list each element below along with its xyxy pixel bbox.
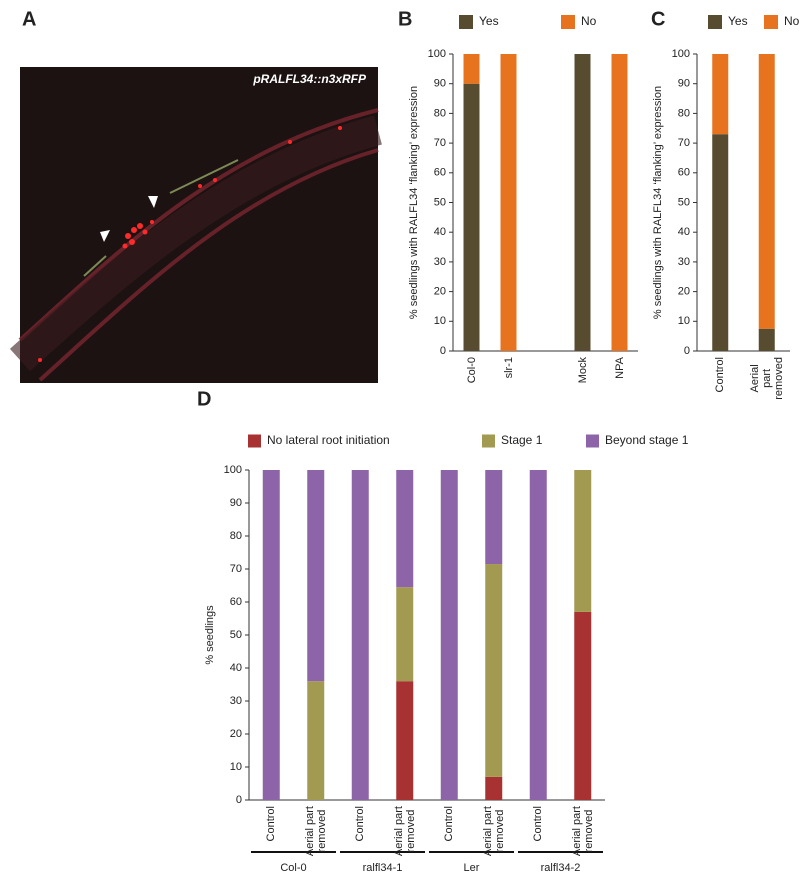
x-tick-label: Mock [576, 357, 589, 384]
y-tick-label: 60 [434, 167, 446, 179]
y-tick-label: 60 [230, 596, 242, 608]
y-tick-label: 20 [230, 728, 242, 740]
panel-letter: B [398, 8, 412, 30]
y-tick-label: 50 [434, 196, 446, 208]
x-tick-label: Aerial part removed [748, 357, 785, 400]
bar-segment [712, 134, 729, 351]
bar-segment [574, 611, 592, 800]
y-axis-title: % seedlings with RALFL34 ‘flanking’ expr… [652, 86, 664, 319]
y-tick-label: 40 [230, 662, 242, 674]
y-tick-label: 30 [230, 695, 242, 707]
group-label: ralfl34-2 [541, 862, 581, 874]
y-tick-label: 70 [434, 137, 446, 149]
y-tick-label: 0 [440, 345, 446, 357]
x-tick-label: NPA [613, 357, 626, 379]
panel-letter: C [651, 8, 665, 30]
bar-segment [485, 776, 503, 800]
y-tick-label: 60 [678, 167, 690, 179]
bar-segment [396, 681, 414, 800]
y-tick-label: 100 [428, 48, 446, 60]
legend-label: No lateral root initiation [267, 433, 390, 447]
group-label: Ler [464, 862, 480, 874]
y-tick-label: 10 [230, 761, 242, 773]
y-tick-label: 10 [678, 315, 690, 327]
y-tick-label: 80 [434, 107, 446, 119]
y-tick-label: 40 [678, 226, 690, 238]
group-label: ralfl34-1 [363, 862, 403, 874]
y-tick-label: 70 [230, 563, 242, 575]
x-tick-label: Aerial part removed [481, 806, 506, 857]
y-tick-label: 20 [678, 286, 690, 298]
legend-swatch [586, 434, 599, 448]
bar-segment [463, 83, 480, 351]
y-tick-label: 10 [434, 315, 446, 327]
y-tick-label: 30 [434, 256, 446, 268]
x-tick-label: Aerial part removed [570, 806, 595, 857]
group-label: Col-0 [280, 862, 306, 874]
y-axis-title: % seedlings with RALFL34 ‘flanking’ expr… [408, 86, 420, 319]
y-tick-label: 80 [678, 107, 690, 119]
bar-segment [529, 470, 547, 800]
y-tick-label: 80 [230, 530, 242, 542]
y-tick-label: 90 [230, 497, 242, 509]
bar-segment [485, 564, 503, 777]
bar-segment [611, 54, 628, 351]
x-tick-label: slr-1 [502, 357, 515, 379]
bar-segment [396, 587, 414, 682]
micrograph [9, 67, 382, 383]
legend-label: Beyond stage 1 [605, 433, 689, 447]
bar-segment [262, 470, 280, 800]
legend-label: Yes [479, 14, 499, 28]
x-tick-label: Control [265, 806, 278, 842]
y-tick-label: 70 [678, 137, 690, 149]
y-tick-label: 100 [672, 48, 690, 60]
legend-swatch [459, 15, 473, 29]
x-tick-label: Control [443, 806, 456, 842]
y-tick-label: 30 [678, 256, 690, 268]
x-tick-label: Aerial part removed [303, 806, 328, 857]
y-tick-label: 90 [434, 78, 446, 90]
bar-segment [574, 470, 592, 612]
bar-segment [485, 470, 503, 565]
legend-label: No [784, 14, 800, 28]
y-tick-label: 0 [236, 794, 242, 806]
x-tick-label: Col-0 [465, 357, 478, 384]
x-tick-label: Control [354, 806, 367, 842]
bar-segment [440, 470, 458, 800]
legend-label: No [581, 14, 597, 28]
x-tick-label: Control [532, 806, 545, 842]
bar-segment [307, 470, 325, 682]
bar-segment [758, 328, 775, 351]
legend-swatch [248, 434, 261, 448]
y-tick-label: 50 [230, 629, 242, 641]
y-tick-label: 0 [684, 345, 690, 357]
legend-label: Stage 1 [501, 433, 543, 447]
legend-swatch [482, 434, 495, 448]
bar-segment [351, 470, 369, 800]
y-tick-label: 90 [678, 78, 690, 90]
bar-segment [500, 54, 517, 351]
panel-letter: A [22, 8, 36, 30]
y-tick-label: 20 [434, 286, 446, 298]
bar-segment [307, 681, 325, 800]
legend-label: Yes [728, 14, 748, 28]
x-tick-label: Aerial part removed [392, 806, 417, 857]
y-axis-title: % seedlings [204, 605, 216, 665]
y-tick-label: 40 [434, 226, 446, 238]
bar-segment [574, 54, 591, 351]
bar-segment [463, 54, 480, 84]
legend-swatch [708, 15, 722, 29]
bar-segment [712, 54, 729, 135]
legend-swatch [764, 15, 778, 29]
legend-swatch [561, 15, 575, 29]
bar-segment [396, 470, 414, 588]
y-tick-label: 50 [678, 196, 690, 208]
bar-segment [758, 54, 775, 329]
image-label: pRALFL34::n3xRFP [252, 72, 367, 86]
y-tick-label: 100 [224, 464, 242, 476]
x-tick-label: Control [714, 357, 727, 393]
panel-letter: D [197, 388, 211, 410]
